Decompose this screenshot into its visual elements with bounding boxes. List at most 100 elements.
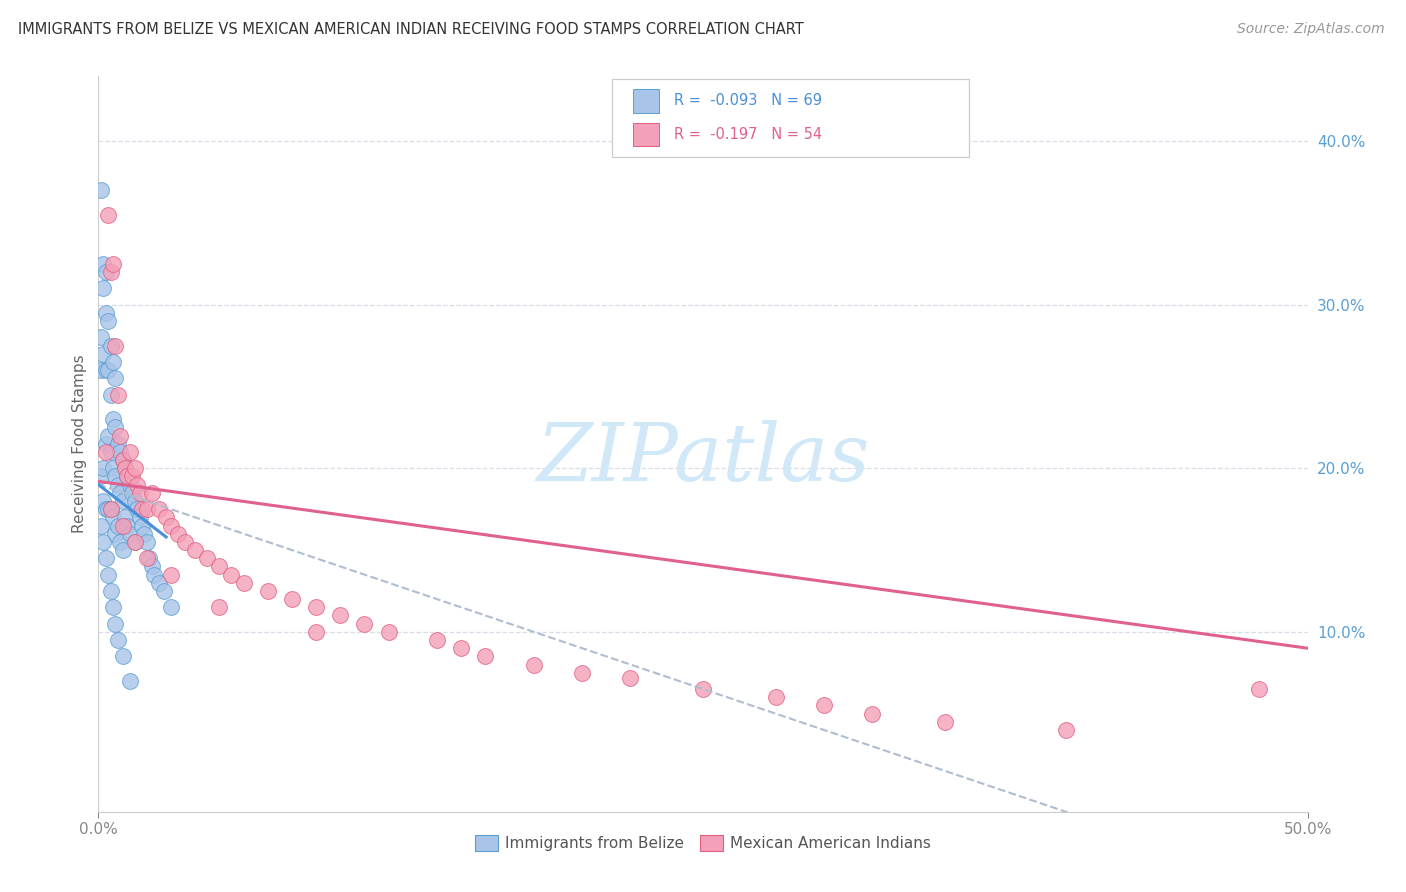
Point (256, 583, 278, 598)
Point (101, 355, 124, 369)
Point (121, 469, 143, 483)
Point (117, 518, 139, 533)
Point (131, 502, 153, 516)
Point (692, 681, 714, 696)
Point (101, 257, 124, 271)
Point (90, 518, 112, 533)
Bar (633, 89, 659, 112)
Point (94, 551, 117, 566)
Point (148, 502, 170, 516)
Point (155, 510, 177, 524)
Point (523, 657, 546, 672)
Point (141, 485, 163, 500)
Point (860, 706, 883, 721)
Point (174, 534, 197, 549)
Point (91, 534, 114, 549)
Y-axis label: Receiving Food Stamps: Receiving Food Stamps (72, 354, 87, 533)
Point (90, 469, 112, 483)
Point (94, 306, 117, 320)
Point (100, 502, 122, 516)
Point (143, 567, 166, 582)
Point (121, 485, 143, 500)
Point (107, 633, 129, 648)
Point (208, 600, 231, 615)
Point (100, 338, 122, 352)
Point (232, 575, 254, 590)
Point (111, 649, 134, 664)
Point (114, 461, 136, 475)
Point (97, 314, 120, 328)
Point (108, 485, 131, 500)
Point (118, 477, 141, 491)
Point (111, 543, 134, 558)
Point (104, 526, 127, 541)
Point (100, 265, 122, 279)
Point (94, 265, 117, 279)
Point (934, 714, 956, 729)
Point (97, 502, 120, 516)
Point (131, 518, 153, 533)
Point (117, 469, 139, 483)
Point (329, 608, 352, 623)
Point (148, 575, 170, 590)
Point (377, 624, 399, 639)
Point (107, 518, 129, 533)
Point (128, 510, 150, 524)
Point (108, 445, 131, 459)
Point (90, 183, 112, 197)
Point (128, 485, 150, 500)
Point (167, 526, 190, 541)
Point (111, 518, 134, 533)
Point (305, 624, 328, 639)
Point (619, 671, 641, 685)
Point (101, 412, 124, 426)
Point (138, 551, 160, 566)
Point (353, 616, 375, 631)
Point (107, 477, 129, 491)
Point (94, 363, 117, 377)
Point (101, 510, 124, 524)
Legend: Immigrants from Belize, Mexican American Indians: Immigrants from Belize, Mexican American… (468, 829, 938, 857)
Point (160, 600, 183, 615)
Point (450, 641, 472, 656)
Point (474, 649, 496, 664)
Text: ZIPatlas: ZIPatlas (536, 420, 870, 497)
Point (124, 534, 146, 549)
Point (118, 526, 141, 541)
Point (91, 494, 114, 508)
Point (141, 559, 163, 574)
Point (124, 494, 146, 508)
Point (97, 363, 120, 377)
Point (127, 502, 149, 516)
Point (104, 338, 127, 352)
Point (135, 534, 157, 549)
Point (1249, 681, 1271, 696)
Point (114, 510, 136, 524)
Point (101, 461, 124, 475)
Point (135, 502, 157, 516)
Point (118, 673, 141, 688)
Point (118, 445, 141, 459)
Point (104, 616, 127, 631)
Point (135, 551, 157, 566)
Point (104, 420, 127, 434)
Point (571, 665, 593, 680)
Point (160, 567, 183, 582)
Point (184, 543, 207, 558)
Point (111, 494, 134, 508)
Point (195, 551, 218, 566)
Point (813, 698, 835, 713)
Point (90, 363, 112, 377)
Point (134, 526, 156, 541)
Point (208, 559, 231, 574)
Point (101, 600, 124, 615)
Point (160, 518, 183, 533)
Text: IMMIGRANTS FROM BELIZE VS MEXICAN AMERICAN INDIAN RECEIVING FOOD STAMPS CORRELAT: IMMIGRANTS FROM BELIZE VS MEXICAN AMERIC… (18, 22, 804, 37)
Point (97, 428, 120, 442)
Point (90, 330, 112, 344)
Text: R =  -0.093   N = 69: R = -0.093 N = 69 (673, 94, 823, 108)
Point (111, 453, 134, 467)
Point (281, 592, 304, 607)
Point (124, 534, 146, 549)
Point (94, 436, 117, 450)
